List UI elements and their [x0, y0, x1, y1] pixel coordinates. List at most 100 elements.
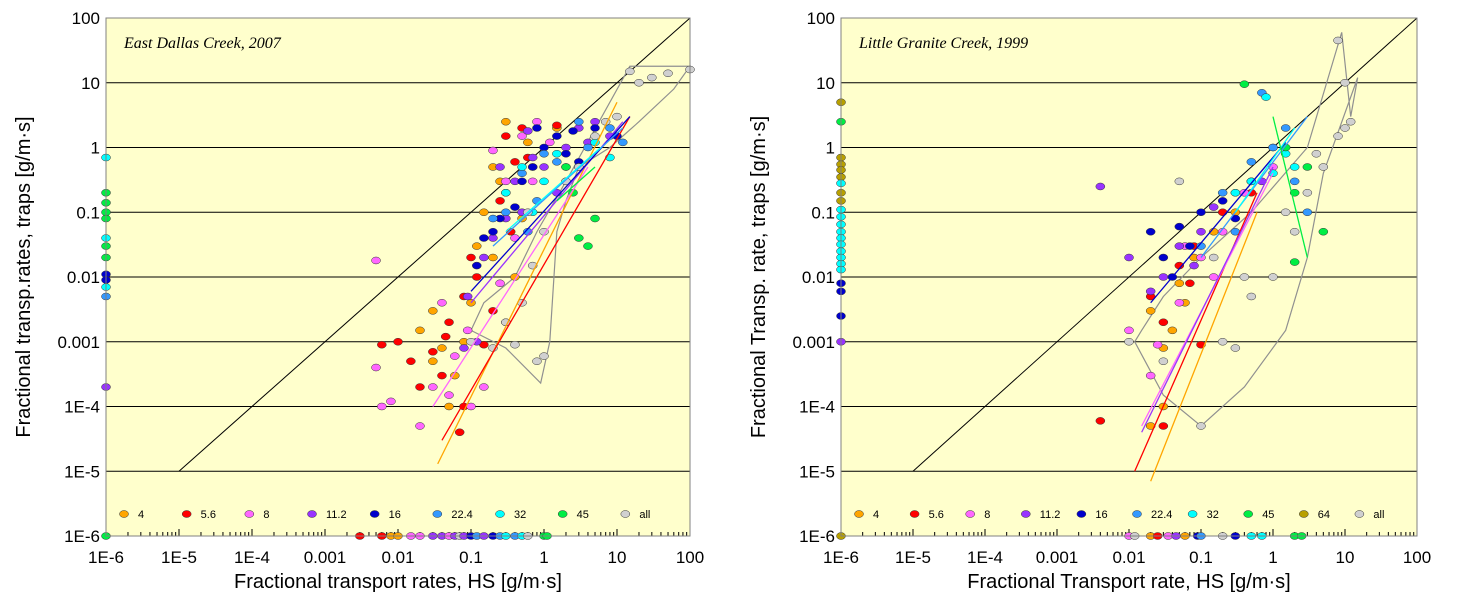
legend-marker-5.6: [909, 510, 920, 518]
data-point-all: [1208, 253, 1219, 262]
y-tick-label: 1E-5: [64, 462, 100, 481]
data-point-22.4: [1280, 124, 1291, 132]
data-point-22.4: [1302, 208, 1313, 216]
x-tick-label: 0.01: [381, 548, 414, 567]
x-tick-label: 10: [608, 548, 627, 567]
one-to-one-line: [178, 17, 691, 472]
data-point-22.4: [1217, 189, 1228, 197]
data-point-16: [568, 127, 578, 135]
data-point-5.6: [1196, 340, 1206, 349]
legend-label-11.2: 11.2: [1040, 509, 1061, 521]
data-point-all: [663, 69, 673, 78]
data-point-8: [545, 138, 555, 147]
data-point-5.6: [495, 197, 505, 205]
legend-label-64: 64: [1318, 509, 1330, 521]
data-point-all: [1246, 292, 1257, 301]
data-point-8: [377, 402, 387, 411]
data-point-all: [1345, 117, 1356, 126]
fit-line-11.2: [1141, 166, 1274, 433]
legend-label-all: all: [639, 509, 650, 521]
data-point-11.2: [1208, 203, 1219, 211]
data-point-all: [1289, 227, 1300, 236]
y-tick-label: 1E-6: [799, 527, 835, 546]
data-point-4: [472, 242, 482, 250]
data-point-16: [527, 163, 538, 171]
data-point-11.2: [590, 117, 600, 126]
data-point-all: [1302, 189, 1313, 197]
data-point-all: [1239, 273, 1250, 281]
y-tick-label: 1E-5: [799, 462, 835, 481]
data-point-8: [517, 132, 527, 140]
legend-label-45: 45: [1262, 509, 1274, 521]
data-point-4: [444, 402, 454, 411]
legend-label-8: 8: [263, 509, 269, 521]
legend-label-22.4: 22.4: [451, 509, 472, 521]
legend-label-11.2: 11.2: [326, 509, 347, 521]
data-point-8: [450, 352, 460, 360]
data-point-16: [532, 124, 542, 132]
data-point-16: [561, 150, 571, 158]
data-point-all: [1268, 273, 1278, 281]
data-point-5.6: [466, 253, 476, 262]
data-point-11.2: [523, 127, 533, 135]
data-point-11.2: [1174, 242, 1185, 250]
data-point-32: [1289, 163, 1300, 171]
fit-line-22.4: [492, 127, 624, 247]
data-point-11.2: [539, 163, 549, 171]
y-axis-label: Fractional Transp. rate, traps [g/m·s]: [748, 116, 770, 438]
data-point-all: [1217, 338, 1228, 346]
x-tick-label: 1E-6: [88, 548, 124, 567]
data-point-5.6: [510, 158, 520, 166]
data-point-16: [590, 124, 600, 132]
data-point-22.4: [618, 138, 628, 147]
data-point-45: [1289, 258, 1300, 266]
data-point-5.6: [440, 332, 451, 341]
data-point-4: [479, 208, 489, 216]
data-point-all: [612, 112, 622, 121]
y-axis-label: Fractional transp.rates, traps [g/m·s]: [13, 116, 35, 437]
legend-marker-16: [1076, 510, 1087, 518]
data-point-22.4: [605, 124, 615, 132]
data-point-11.2: [1145, 287, 1156, 296]
data-point-11.2: [561, 143, 571, 152]
x-tick-label: 100: [676, 548, 704, 567]
legend-label-all: all: [1373, 509, 1384, 521]
data-point-all: [532, 357, 542, 365]
data-point-5.6: [1158, 318, 1169, 327]
data-point-16: [488, 227, 498, 236]
data-point-16: [539, 143, 549, 152]
chart-little-granite-creek: 1E-6 1E-5 1E-4 0.001 0.01 0.1 1 10 100 1E-6 1E-5 1E…: [748, 9, 1431, 593]
data-point-8: [479, 383, 489, 391]
y-tick-label: 0.1: [76, 203, 100, 222]
data-point-8: [1174, 299, 1185, 307]
fit-line-4: [1150, 212, 1258, 482]
x-tick-label: 1E-4: [234, 548, 270, 567]
y-tick-label: 1E-4: [799, 398, 835, 417]
y-tick-label: 10: [81, 74, 100, 93]
legend-label-32: 32: [514, 509, 526, 521]
data-point-8: [371, 363, 381, 372]
legend-marker-22.4: [1132, 510, 1142, 518]
legend-marker-4: [119, 510, 129, 518]
data-point-4: [415, 326, 425, 335]
legend-label-22.4: 22.4: [1151, 509, 1172, 521]
data-point-4: [1145, 307, 1156, 315]
plot-border: [840, 17, 1418, 537]
data-point-11.2: [495, 163, 505, 171]
legend-marker-45: [1243, 510, 1253, 518]
data-point-8: [428, 383, 438, 391]
legend-marker-5.6: [181, 510, 192, 518]
data-point-22.4: [583, 143, 593, 152]
x-tick-label: 0.001: [304, 548, 347, 567]
data-point-22.4: [501, 208, 511, 216]
data-point-8: [1145, 371, 1156, 380]
data-point-16: [1196, 208, 1206, 216]
data-point-16: [1174, 222, 1185, 231]
data-point-all: [634, 79, 644, 87]
data-point-16: [1217, 197, 1228, 205]
data-point-4: [1174, 279, 1185, 288]
x-tick-label: 1: [539, 548, 548, 567]
x-axis-label: Fractional Transport rate, HS [g/m·s]: [967, 571, 1290, 593]
data-point-8: [437, 299, 447, 307]
